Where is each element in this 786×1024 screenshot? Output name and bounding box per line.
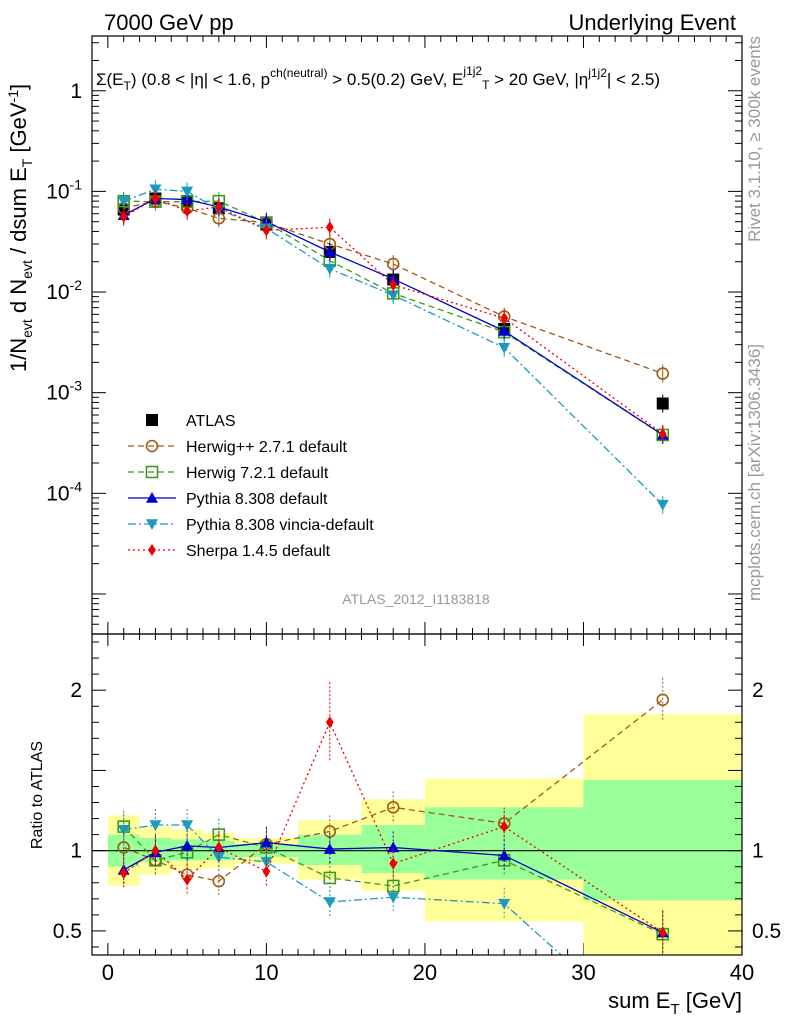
x-tick-label: 10 bbox=[254, 960, 278, 985]
series-line bbox=[123, 197, 664, 435]
ratio-ylabel: Ratio to ATLAS bbox=[29, 741, 46, 849]
mcplots-info: mcplots.cern.ch [arXiv:1306.3436] bbox=[745, 344, 764, 601]
marker bbox=[389, 278, 398, 291]
marker bbox=[323, 897, 336, 909]
marker bbox=[119, 867, 128, 880]
marker bbox=[146, 519, 158, 530]
marker bbox=[149, 820, 162, 831]
marker bbox=[117, 825, 130, 836]
ratio-y-tick-label-right: 0.5 bbox=[752, 920, 781, 943]
process-label: Underlying Event bbox=[568, 10, 736, 35]
ratio-panel: 0 10 20 30 40 0.5 0.5 1 1 2 2 bbox=[53, 633, 781, 985]
marker bbox=[260, 836, 273, 848]
marker bbox=[146, 492, 158, 503]
marker bbox=[658, 926, 667, 939]
marker bbox=[498, 849, 511, 861]
marker bbox=[325, 716, 334, 729]
series-line bbox=[123, 200, 664, 436]
legend-label: Herwig++ 2.7.1 default bbox=[186, 439, 348, 456]
marker bbox=[386, 879, 400, 893]
marker bbox=[656, 693, 670, 707]
y-tick-label: 10-4 bbox=[46, 478, 82, 505]
rivet-info: Rivet 3.1.10, ≥ 300k events bbox=[745, 36, 764, 242]
y-tick-label: 1 bbox=[70, 80, 82, 103]
main-series bbox=[117, 180, 670, 514]
marker bbox=[323, 825, 337, 838]
x-tick-label: 40 bbox=[730, 960, 754, 985]
marker bbox=[389, 857, 398, 870]
main-ylabel: 1/Nevt d Nevt / dsum ET [GeV-1] bbox=[5, 84, 35, 372]
marker bbox=[386, 801, 400, 814]
main-title: Σ(ET) (0.8 < |η| < 1.6, pch(neutral) > 0… bbox=[96, 64, 660, 93]
marker bbox=[387, 290, 400, 302]
marker bbox=[119, 210, 128, 223]
marker bbox=[214, 841, 223, 854]
ratio-series bbox=[117, 677, 670, 955]
x-tick-label: 30 bbox=[571, 960, 595, 985]
marker bbox=[658, 427, 667, 440]
marker bbox=[151, 844, 160, 857]
marker bbox=[656, 397, 669, 410]
marker bbox=[145, 465, 159, 479]
marker bbox=[181, 186, 194, 198]
ratio-y-tick-label-right: 2 bbox=[752, 679, 764, 702]
marker bbox=[212, 874, 226, 888]
marker bbox=[145, 439, 159, 453]
marker bbox=[260, 857, 273, 868]
marker bbox=[181, 839, 194, 851]
y-tick-label: 10-1 bbox=[46, 176, 82, 203]
x-tick-label: 0 bbox=[102, 960, 114, 985]
marker bbox=[323, 245, 336, 257]
marker bbox=[656, 367, 670, 380]
marker bbox=[387, 892, 400, 904]
x-tick-label: 20 bbox=[413, 960, 437, 985]
legend-label: Sherpa 1.4.5 default bbox=[186, 543, 331, 560]
x-axis-label: sum ET [GeV] bbox=[608, 988, 742, 1018]
marker bbox=[500, 312, 509, 325]
marker bbox=[498, 342, 511, 354]
legend-label: ATLAS bbox=[186, 413, 236, 430]
legend-label: Pythia 8.308 vincia-default bbox=[186, 517, 374, 534]
energy-label: 7000 GeV pp bbox=[104, 10, 234, 35]
marker bbox=[212, 852, 225, 864]
marker bbox=[183, 204, 192, 217]
series-line bbox=[123, 188, 664, 506]
band-inner bbox=[583, 780, 742, 901]
marker bbox=[498, 325, 511, 336]
marker bbox=[181, 820, 194, 831]
marker bbox=[323, 871, 337, 885]
series-line bbox=[123, 200, 663, 375]
marker bbox=[148, 544, 156, 556]
legend: ATLAS Herwig++ 2.7.1 default Herwig 7.2.1 … bbox=[128, 413, 374, 560]
marker bbox=[214, 200, 223, 213]
marker bbox=[323, 264, 336, 275]
marker bbox=[146, 414, 158, 426]
marker bbox=[262, 865, 271, 878]
legend-label: Pythia 8.308 default bbox=[186, 491, 328, 508]
marker bbox=[183, 873, 192, 886]
marker bbox=[498, 898, 511, 910]
marker bbox=[500, 820, 509, 833]
ratio-y-tick-label: 0.5 bbox=[53, 920, 82, 943]
y-tick-label: 10-3 bbox=[46, 378, 82, 405]
marker bbox=[262, 224, 271, 237]
ratio-frame bbox=[91, 633, 743, 956]
main-panel: 1 10-1 10-2 10-3 10-4 bbox=[46, 35, 743, 955]
marker bbox=[656, 499, 669, 511]
marker bbox=[151, 192, 160, 205]
analysis-id: ATLAS_2012_I1183818 bbox=[342, 591, 490, 607]
ratio-line bbox=[123, 824, 562, 955]
legend-label: Herwig 7.2.1 default bbox=[186, 465, 329, 482]
marker bbox=[323, 843, 336, 854]
marker bbox=[325, 221, 334, 234]
ratio-y-tick-label: 1 bbox=[70, 840, 82, 863]
marker bbox=[386, 257, 400, 271]
marker bbox=[117, 196, 130, 208]
ratio-y-tick-label-right: 1 bbox=[752, 840, 764, 863]
y-tick-label: 10-2 bbox=[46, 277, 82, 304]
marker bbox=[387, 841, 400, 853]
series-line bbox=[123, 197, 664, 436]
ratio-y-tick-label: 2 bbox=[70, 679, 82, 702]
